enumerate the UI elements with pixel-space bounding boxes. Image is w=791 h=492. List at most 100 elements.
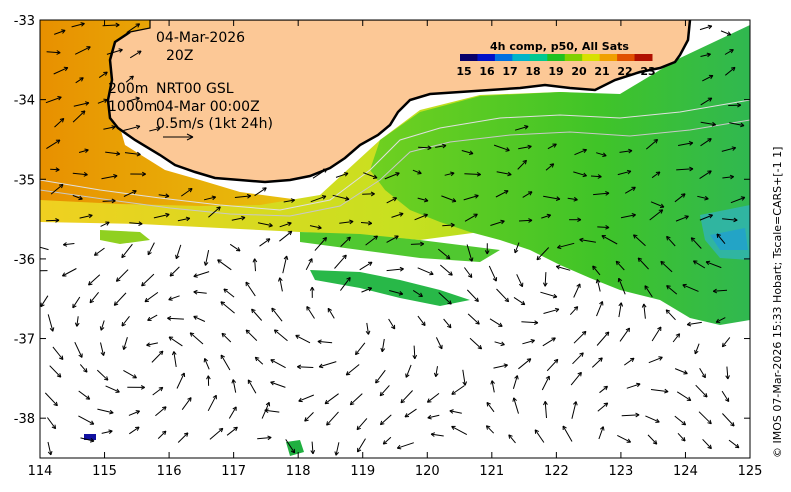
isobath-200m xyxy=(40,99,750,211)
current-vector xyxy=(574,149,587,156)
current-vector-head xyxy=(658,209,663,211)
current-vector-head xyxy=(580,372,582,377)
current-vector xyxy=(204,358,210,370)
current-vector xyxy=(562,425,573,442)
current-vector-head xyxy=(136,410,140,415)
current-vector-head xyxy=(175,255,180,260)
current-vector-head xyxy=(346,373,351,376)
current-vector-head xyxy=(164,406,167,411)
current-vector-head xyxy=(707,422,712,425)
current-vector-head xyxy=(32,269,36,271)
current-vector-head xyxy=(119,49,123,53)
current-vector-head xyxy=(264,409,269,414)
current-vector-head xyxy=(165,193,170,197)
current-vector-head xyxy=(417,173,422,175)
current-vector xyxy=(259,238,271,247)
current-vector-head xyxy=(712,121,717,126)
current-vector-head xyxy=(505,150,510,152)
current-vector-head xyxy=(205,262,209,266)
current-vector-head xyxy=(55,169,60,172)
current-vector-head xyxy=(450,224,455,228)
colorbar-swatch xyxy=(617,54,636,61)
current-vector-head xyxy=(193,276,198,278)
current-vector xyxy=(417,267,434,275)
current-vector xyxy=(102,24,120,27)
x-axis: 114 115 116 117 118 119 120 121 122 123 124 125 xyxy=(28,20,762,479)
current-vector xyxy=(698,411,712,425)
current-vector-head xyxy=(40,304,45,308)
current-vector-head xyxy=(740,196,745,198)
current-vector-head xyxy=(290,450,295,454)
sst-filament xyxy=(286,440,304,456)
current-vector-head xyxy=(248,379,252,383)
current-vector-head xyxy=(103,378,109,381)
current-vector-head xyxy=(399,266,404,270)
x-tick-label: 115 xyxy=(92,464,117,479)
current-vector-head xyxy=(221,332,227,335)
current-vector-head xyxy=(297,366,301,370)
current-vector-head xyxy=(599,301,603,305)
current-vector-head xyxy=(111,126,116,130)
current-vector-head xyxy=(81,23,85,27)
current-vector-head xyxy=(716,233,721,236)
current-vector xyxy=(380,414,392,426)
current-vector-head xyxy=(477,347,482,350)
current-vector xyxy=(598,426,604,440)
current-vector-head xyxy=(683,421,687,426)
current-vector-head xyxy=(707,53,711,58)
current-vector-head xyxy=(115,277,119,282)
current-vector xyxy=(46,139,61,150)
current-vector xyxy=(556,265,571,271)
colorbar-swatch xyxy=(564,54,583,61)
current-vector-head xyxy=(555,308,560,313)
current-vector xyxy=(297,366,314,368)
current-vector xyxy=(157,430,167,439)
current-vector xyxy=(443,318,452,329)
current-vector-head xyxy=(499,322,503,327)
current-vector-head xyxy=(524,160,527,165)
current-vector-head xyxy=(731,66,736,69)
current-vector xyxy=(386,235,399,243)
current-vector-head xyxy=(165,212,170,215)
current-vector-head xyxy=(573,306,578,309)
current-vector-head xyxy=(476,174,481,177)
current-vector-head xyxy=(53,404,58,407)
current-vector-head xyxy=(349,219,354,222)
current-vector-head xyxy=(278,277,281,282)
current-vector-head xyxy=(476,171,481,175)
current-vector xyxy=(633,234,646,247)
current-vector-head xyxy=(435,373,439,378)
current-vector xyxy=(724,49,734,55)
current-vector-head xyxy=(267,435,272,438)
current-vector xyxy=(234,195,251,198)
current-vector-head xyxy=(129,75,134,78)
current-vector-head xyxy=(324,168,328,173)
current-vector xyxy=(462,369,466,386)
current-vector xyxy=(495,190,509,198)
current-vector-head xyxy=(88,213,93,216)
current-vector-head xyxy=(543,401,546,406)
current-vector-head xyxy=(375,235,378,240)
current-vector-head xyxy=(140,386,145,390)
current-vector xyxy=(590,175,602,178)
current-vector-head xyxy=(56,375,61,378)
current-vector-head xyxy=(61,355,64,360)
current-vector xyxy=(467,313,480,325)
colorbar-ticks: 15 16 17 18 19 20 21 22 23 xyxy=(456,65,655,78)
current-vector-head xyxy=(207,375,211,380)
current-vector xyxy=(100,342,105,356)
current-vector xyxy=(62,268,77,277)
current-vector-head xyxy=(188,188,193,190)
current-vector-head xyxy=(577,219,582,223)
current-vector-head xyxy=(217,259,222,261)
current-vector-head xyxy=(232,406,237,410)
current-vector-head xyxy=(84,101,90,104)
current-vector-head xyxy=(241,215,246,218)
current-vector-head xyxy=(666,236,668,241)
current-vector-head xyxy=(310,450,314,455)
current-vector-head xyxy=(636,382,641,385)
current-vector-head xyxy=(486,425,491,428)
current-vector-head xyxy=(85,149,89,154)
current-vector-head xyxy=(304,417,307,422)
current-vector xyxy=(153,213,170,219)
